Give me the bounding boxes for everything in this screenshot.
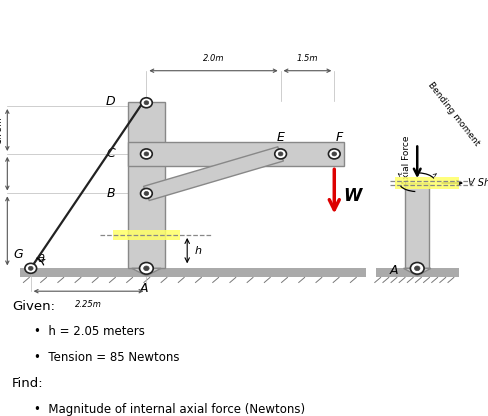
Circle shape [25, 263, 37, 273]
Text: 2.75m: 2.75m [0, 218, 3, 244]
Text: A: A [389, 264, 398, 277]
Text: Bending moment: Bending moment [426, 80, 481, 148]
Circle shape [278, 152, 283, 156]
Text: 1.75m: 1.75m [0, 116, 3, 144]
Text: 1.5m: 1.5m [297, 54, 318, 63]
Circle shape [141, 188, 152, 198]
Text: Given:: Given: [12, 300, 55, 312]
Text: C: C [107, 147, 116, 161]
Text: A: A [140, 282, 148, 295]
Polygon shape [113, 230, 180, 240]
Text: E: E [277, 131, 285, 144]
Circle shape [141, 98, 152, 108]
Circle shape [328, 149, 340, 159]
Circle shape [143, 266, 149, 271]
Text: Find:: Find: [12, 377, 44, 390]
Text: θ: θ [38, 254, 45, 264]
Polygon shape [20, 268, 366, 277]
Circle shape [414, 266, 420, 271]
Circle shape [28, 266, 33, 270]
Text: V Shear force: V Shear force [468, 178, 488, 188]
Text: D: D [106, 95, 116, 109]
Text: •  Magnitude of internal axial force (Newtons): • Magnitude of internal axial force (New… [34, 403, 305, 416]
Text: h: h [195, 245, 202, 256]
Circle shape [144, 152, 149, 156]
Polygon shape [128, 102, 165, 268]
Circle shape [144, 101, 149, 105]
Text: •  Tension = 85 Newtons: • Tension = 85 Newtons [34, 351, 180, 364]
Polygon shape [405, 183, 429, 268]
Polygon shape [395, 177, 459, 189]
Circle shape [144, 191, 149, 196]
Circle shape [332, 152, 337, 156]
Text: 2.25m: 2.25m [75, 300, 102, 310]
Text: G: G [13, 248, 23, 261]
Text: B: B [107, 187, 116, 200]
Circle shape [141, 149, 152, 159]
Polygon shape [128, 142, 344, 166]
Circle shape [410, 262, 424, 274]
Text: W: W [343, 186, 362, 205]
Polygon shape [143, 147, 284, 201]
Polygon shape [376, 268, 459, 277]
Text: 2.0m: 2.0m [203, 54, 224, 63]
Circle shape [275, 149, 286, 159]
Text: F: F [336, 131, 343, 144]
Polygon shape [132, 268, 161, 276]
Polygon shape [404, 268, 431, 276]
Text: Axial Force: Axial Force [402, 136, 411, 185]
Text: 1.5 m: 1.5 m [0, 162, 3, 186]
Circle shape [140, 262, 153, 274]
Text: •  h = 2.05 meters: • h = 2.05 meters [34, 325, 145, 338]
